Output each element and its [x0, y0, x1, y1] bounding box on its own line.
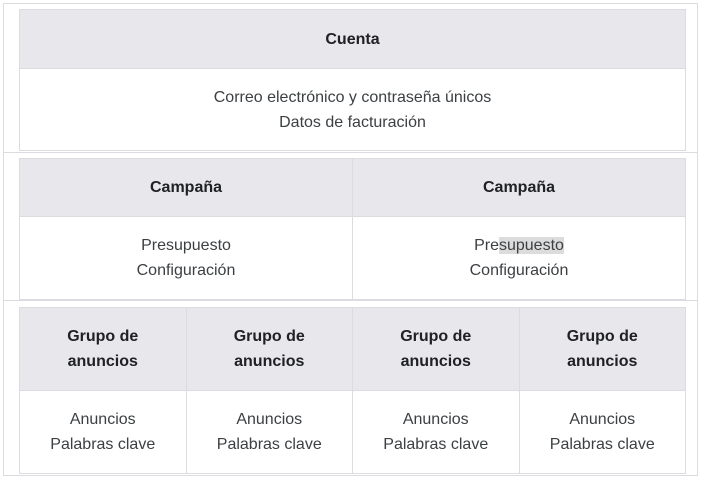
campaign-cell: Presupuesto Configuración: [352, 216, 686, 300]
ad-group-line: Anuncios: [69, 411, 136, 428]
ad-group-header-line: anuncios: [400, 353, 471, 370]
account-cell: Correo electrónico y contraseña únicos D…: [19, 68, 686, 151]
ad-group-header: Grupo de anuncios: [518, 307, 686, 391]
ad-group-header-line: anuncios: [67, 353, 138, 370]
account-line: Datos de facturación: [279, 113, 426, 131]
text-selection[interactable]: supuesto: [498, 237, 564, 254]
ad-group-line: Anuncios: [236, 411, 303, 428]
ad-group-cell: Anuncios Palabras clave: [352, 390, 520, 474]
ad-group-header: Grupo de anuncios: [19, 307, 187, 391]
ad-group-cell: Anuncios Palabras clave: [518, 390, 686, 474]
ad-group-header: Grupo de anuncios: [352, 307, 520, 391]
ad-group-line: Anuncios: [402, 411, 469, 428]
ad-group-line: Anuncios: [569, 411, 636, 428]
campaign-line-selected[interactable]: Presupuesto: [474, 237, 564, 254]
account-header: Cuenta: [19, 9, 686, 69]
ad-group-line: Palabras clave: [549, 436, 655, 453]
ad-group-line: Palabras clave: [216, 436, 322, 453]
ad-group-header-line: anuncios: [567, 353, 638, 370]
ad-group-cell: Anuncios Palabras clave: [19, 390, 187, 474]
ad-group-header-line: Grupo de: [233, 328, 305, 345]
ad-group-line: Palabras clave: [383, 436, 489, 453]
ad-group-cell: Anuncios Palabras clave: [185, 390, 353, 474]
ad-group-header-line: Grupo de: [566, 328, 638, 345]
campaign-header: Campaña: [352, 158, 686, 217]
ad-group-line: Palabras clave: [50, 436, 156, 453]
campaign-table: Campaña Campaña Presupuesto Configuració…: [19, 158, 686, 300]
account-line: Correo electrónico y contraseña únicos: [213, 88, 492, 106]
ad-group-section: [3, 300, 698, 476]
ad-group-table: Grupo de anuncios Grupo de anuncios Grupo de…: [19, 307, 686, 474]
account-table: Cuenta Correo electrónico y contraseña ú…: [19, 9, 686, 151]
campaign-header: Campaña: [19, 158, 353, 217]
ad-group-header-line: Grupo de: [400, 328, 472, 345]
campaign-line: Configuración: [469, 262, 569, 279]
ad-group-header-line: Grupo de: [67, 328, 139, 345]
campaign-line: Presupuesto: [141, 237, 231, 254]
ad-group-header: Grupo de anuncios: [185, 307, 353, 391]
ad-group-header-line: anuncios: [234, 353, 305, 370]
campaign-cell: Presupuesto Configuración: [19, 216, 353, 300]
campaign-line: Configuración: [136, 262, 236, 279]
